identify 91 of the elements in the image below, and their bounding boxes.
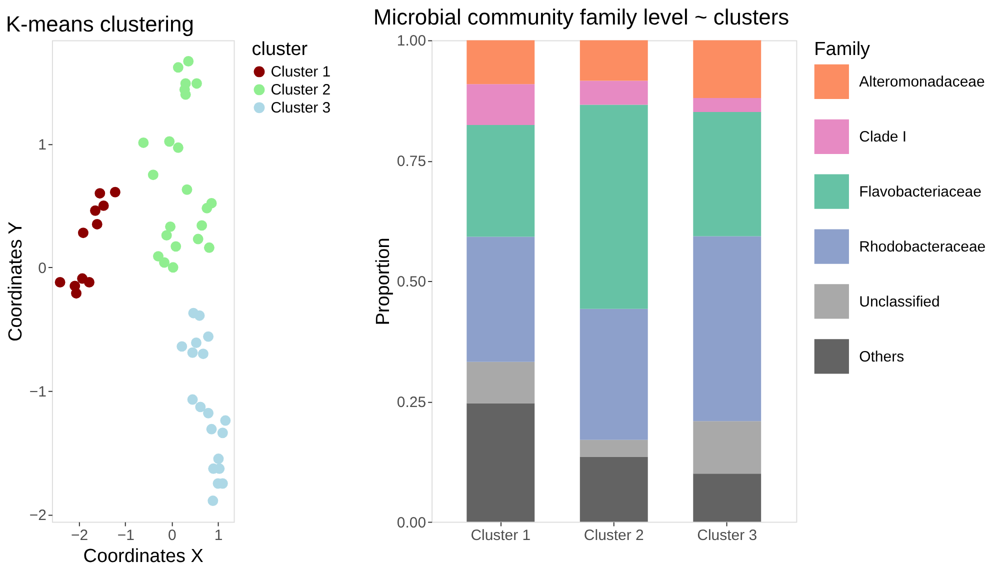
bar <box>466 124 535 237</box>
y-axis-title: Proportion <box>372 238 394 326</box>
chart-title: Microbial community family level ~ clusters <box>373 4 790 30</box>
point <box>92 218 102 230</box>
x-axis-title: Coordinates X <box>83 546 204 567</box>
point <box>220 415 231 426</box>
point <box>98 200 109 211</box>
y-tick-label: 0.00 <box>396 514 426 532</box>
bar <box>580 456 648 522</box>
point <box>187 347 198 358</box>
point <box>213 454 224 464</box>
point <box>206 424 217 434</box>
point <box>204 242 214 253</box>
point <box>191 78 202 89</box>
point <box>165 221 176 232</box>
point <box>148 170 158 180</box>
point <box>172 62 184 73</box>
point <box>159 257 170 268</box>
x-tick-label: −1 <box>117 527 134 544</box>
bar <box>580 104 648 309</box>
x-tick-label: 0 <box>168 527 176 544</box>
y-tick-label: 1 <box>38 136 46 154</box>
legend-label: Unclassified <box>859 293 940 310</box>
point <box>182 184 192 195</box>
y-tick-label: 0.75 <box>396 153 426 170</box>
bar <box>693 421 762 474</box>
point <box>198 348 208 360</box>
point <box>168 262 178 273</box>
point <box>153 251 164 262</box>
chart-title: K-means clustering <box>6 11 194 36</box>
bar <box>466 236 535 362</box>
bar <box>580 80 648 105</box>
bar <box>693 40 762 98</box>
point <box>203 408 214 418</box>
x-tick-label: Cluster 2 <box>584 527 644 544</box>
point <box>90 205 100 216</box>
legend-label: Rhodobacteraceae <box>859 238 986 256</box>
y-tick-label: −1 <box>29 383 46 400</box>
legend-label: Alteromonadaceae <box>859 74 985 91</box>
point <box>202 202 212 214</box>
point <box>94 188 106 199</box>
x-tick-label: 1 <box>214 527 223 544</box>
point <box>183 56 194 66</box>
point <box>217 428 228 438</box>
x-tick-label: Cluster 1 <box>470 527 531 544</box>
bar <box>693 474 762 522</box>
point <box>187 394 198 405</box>
legend-label: Others <box>859 348 904 366</box>
point <box>164 136 175 147</box>
legend-label: Cluster 1 <box>270 64 331 81</box>
bar <box>580 440 648 457</box>
legend-title: cluster <box>252 39 308 60</box>
point <box>191 338 202 348</box>
y-tick-label: 1.00 <box>396 32 426 50</box>
point <box>195 402 206 412</box>
legend-label: Cluster 3 <box>270 100 331 117</box>
y-tick-label: −2 <box>29 506 46 524</box>
point <box>192 234 204 244</box>
point <box>54 277 66 288</box>
point <box>138 137 149 148</box>
y-tick-label: 0 <box>38 260 46 277</box>
legend-label: Clade I <box>859 128 907 146</box>
legend-title: Family <box>814 39 871 60</box>
point <box>176 341 188 352</box>
point <box>208 496 218 506</box>
bar <box>466 403 535 522</box>
bar <box>466 362 535 404</box>
point <box>161 230 172 241</box>
bar <box>466 40 535 84</box>
bar <box>693 236 762 422</box>
y-tick-label: 0.25 <box>396 394 426 411</box>
point <box>78 228 88 238</box>
x-tick-label: −2 <box>71 527 88 544</box>
point <box>170 241 182 252</box>
point <box>172 142 184 153</box>
point <box>203 331 214 342</box>
point <box>71 288 82 299</box>
legend-label: Flavobacteriaceae <box>859 184 982 201</box>
legend-label: Cluster 2 <box>270 82 331 99</box>
bar <box>466 84 535 125</box>
x-tick-label: Cluster 3 <box>697 527 758 544</box>
bar <box>580 40 648 81</box>
point <box>196 220 208 231</box>
point <box>84 277 94 288</box>
y-axis-title: Coordinates Y <box>5 221 26 342</box>
point <box>194 310 205 321</box>
bar <box>693 112 762 236</box>
y-tick-label: 0.50 <box>396 274 426 290</box>
point <box>110 186 120 198</box>
bar <box>580 308 648 440</box>
bar <box>693 98 762 112</box>
